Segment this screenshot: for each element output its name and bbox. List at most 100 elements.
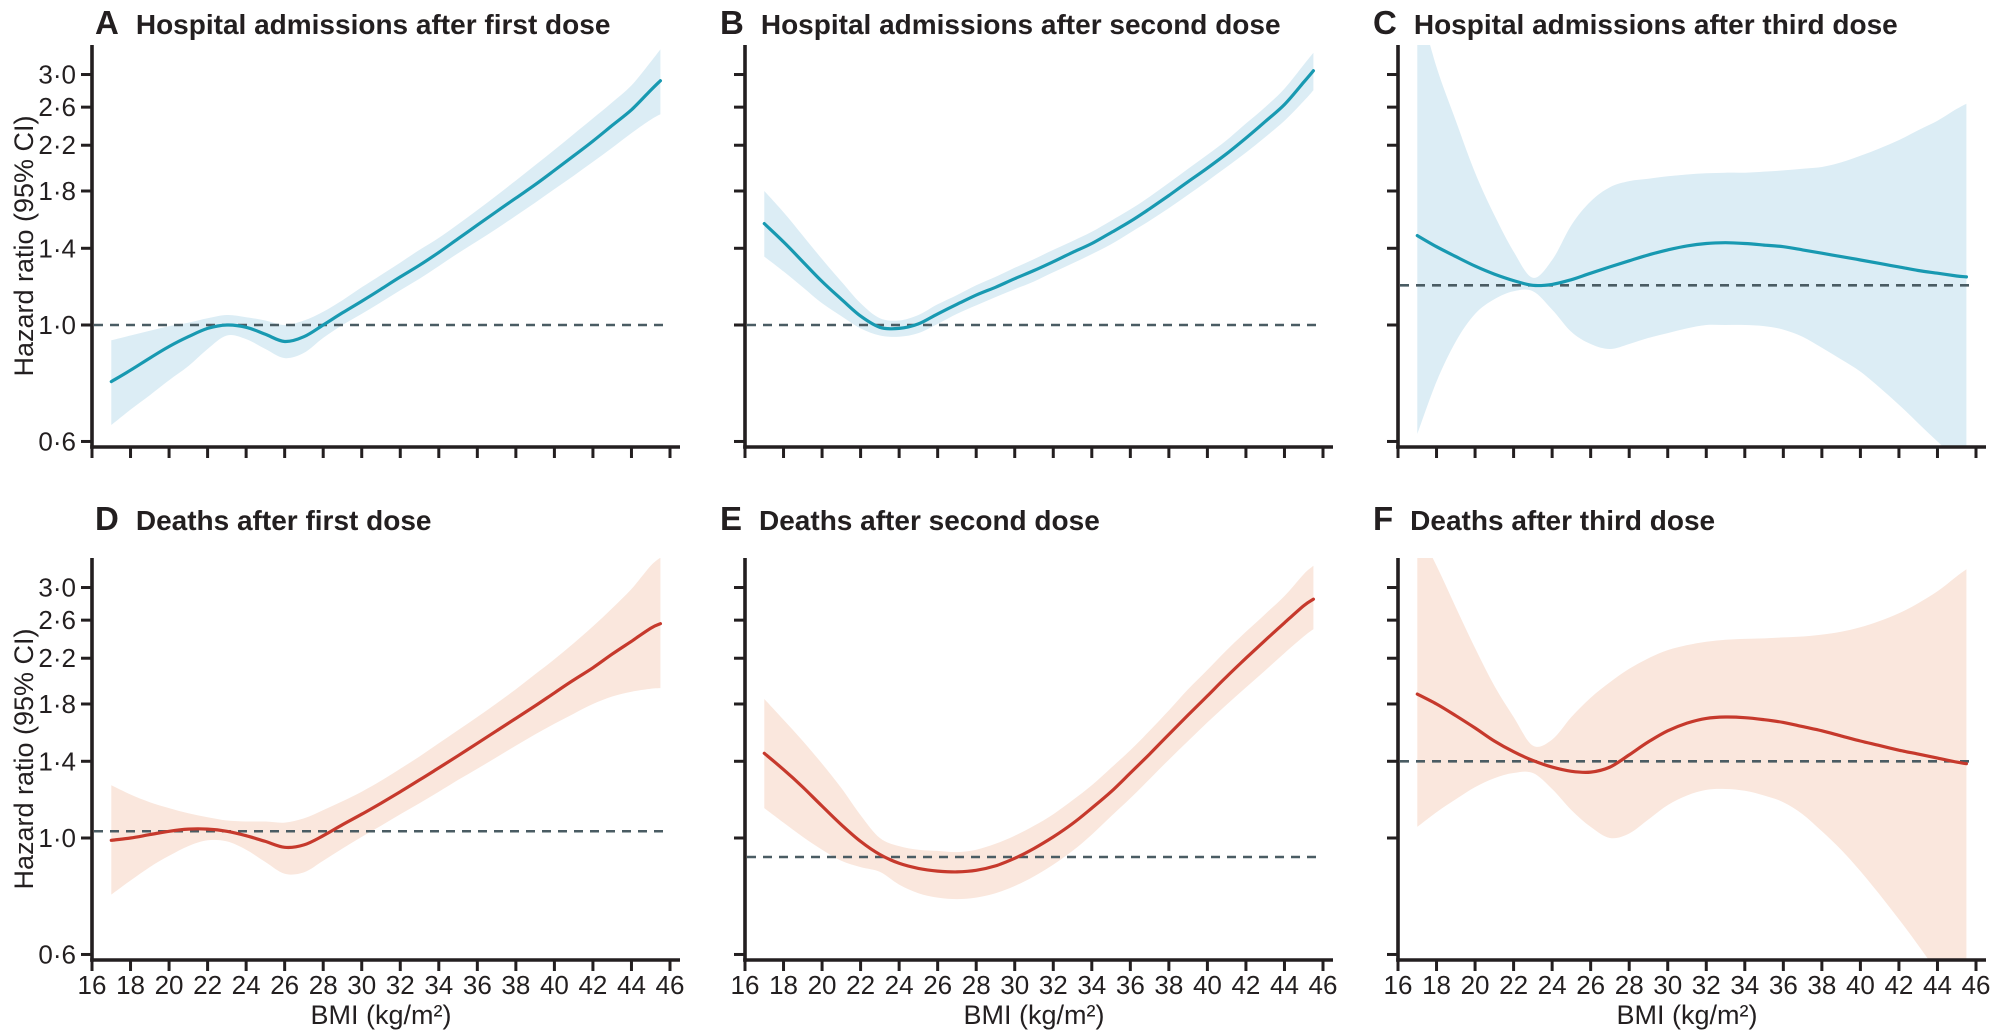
y-tick-label: 3·0 [38,573,76,603]
x-tick-label: 26 [1576,970,1605,1000]
x-tick-label: 36 [1769,970,1798,1000]
y-tick-label: 2·6 [38,92,76,122]
x-tick-label: 22 [1499,970,1528,1000]
x-axis-label-panel-f: BMI (kg/m²) [1616,1000,1758,1030]
x-tick-label: 32 [1039,970,1068,1000]
x-tick-label: 34 [1077,970,1106,1000]
x-tick-label: 32 [1692,970,1721,1000]
panel-d-ci-band [111,558,661,895]
panel-c-title: C Hospital admissions after third dose [1373,4,1898,42]
panel-f-ci-band [1417,558,1967,960]
panel-f-letter: F [1373,500,1394,537]
x-tick-label: 44 [1923,970,1952,1000]
x-tick-label: 26 [923,970,952,1000]
x-tick-label: 20 [808,970,837,1000]
x-tick-label: 38 [1807,970,1836,1000]
panel-f-title: F Deaths after third dose [1373,500,1715,538]
x-tick-label: 16 [731,970,760,1000]
panel-e-ci-band [764,565,1314,900]
x-tick-label: 34 [424,970,453,1000]
panel-e-curve [762,597,1315,874]
panel-b-letter: B [720,4,744,41]
y-tick-label: 2·2 [38,130,76,160]
y-tick-label: 2·2 [38,643,76,673]
x-tick-label: 30 [1000,970,1029,1000]
x-tick-label: 28 [309,970,338,1000]
y-tick-label: 1·4 [38,746,76,776]
panel-e-plot: 16 18 20 22 24 26 28 30 32 34 36 38 40 42 44 46 [731,558,1338,1000]
panel-d-heading: Deaths after first dose [135,505,432,536]
panel-b-plot [734,45,1333,458]
x-tick-label: 30 [1653,970,1682,1000]
x-tick-label: 24 [1538,970,1567,1000]
panel-e-letter: E [720,500,743,537]
panel-b-heading: Hospital admissions after second dose [760,9,1281,40]
x-tick-label: 32 [386,970,415,1000]
panel-c-heading: Hospital admissions after third dose [1413,9,1898,40]
x-tick-label: 28 [1615,970,1644,1000]
panel-f-heading: Deaths after third dose [1410,505,1716,536]
panel-c-curve [1415,234,1968,288]
x-tick-label: 44 [617,970,646,1000]
y-tick-label: 0·6 [38,939,76,969]
x-tick-label: 24 [885,970,914,1000]
panel-d-curve [109,622,662,850]
x-tick-label: 40 [540,970,569,1000]
x-tick-label: 46 [656,970,685,1000]
y-tick-label: 3·0 [38,60,76,90]
panel-f-plot: 16 18 20 22 24 26 28 30 32 34 36 38 40 42 44 46 [1384,558,1991,1000]
x-tick-label: 16 [78,970,107,1000]
y-tick-label: 1·4 [38,233,76,263]
x-tick-label: 16 [1384,970,1413,1000]
x-tick-label: 40 [1193,970,1222,1000]
x-tick-label: 38 [501,970,530,1000]
x-tick-label: 42 [578,970,607,1000]
x-tick-label: 46 [1962,970,1991,1000]
x-tick-label: 34 [1730,970,1759,1000]
y-tick-label: 1·0 [38,823,76,853]
x-tick-label: 24 [232,970,261,1000]
panel-e-heading: Deaths after second dose [759,505,1100,536]
panel-a-title: A Hospital admissions after first dose [95,4,610,42]
panel-d-title: D Deaths after first dose [95,500,431,538]
x-tick-label: 18 [1422,970,1451,1000]
panel-e-title: E Deaths after second dose [720,500,1100,538]
panel-a-heading: Hospital admissions after first dose [135,9,611,40]
panel-c-letter: C [1373,4,1397,41]
panel-a-plot: 3·02·6 2·2 1·8 1·4 1·0 0·6 [38,45,680,458]
panel-d-plot: 3·02·6 2·2 1·8 1·4 1·0 0·616 18 20 22 24 26 28 30 32 3… [38,558,684,1000]
x-axis-label-panel-d: BMI (kg/m²) [310,1000,452,1030]
panel-b-title: B Hospital admissions after second dose [720,4,1281,42]
panel-c-ci-band [1417,45,1967,447]
x-tick-label: 42 [1884,970,1913,1000]
panel-a-letter: A [95,4,119,41]
y-tick-label: 0·6 [38,426,76,456]
x-tick-label: 20 [1461,970,1490,1000]
panel-b-ci-band [764,52,1314,337]
panel-d-letter: D [95,500,119,537]
panel-b-curve [762,69,1315,331]
y-axis-label-top-row: Hazard ratio (95% CI) [9,115,39,377]
x-tick-label: 40 [1846,970,1875,1000]
x-tick-label: 22 [846,970,875,1000]
x-tick-label: 28 [962,970,991,1000]
x-tick-label: 36 [463,970,492,1000]
x-tick-label: 20 [155,970,184,1000]
x-tick-label: 30 [347,970,376,1000]
x-tick-label: 46 [1309,970,1338,1000]
x-tick-label: 22 [193,970,222,1000]
y-tick-label: 1·8 [38,689,76,719]
x-tick-label: 26 [270,970,299,1000]
x-tick-label: 42 [1231,970,1260,1000]
y-axis-label-bottom-row: Hazard ratio (95% CI) [9,628,39,890]
x-tick-label: 18 [769,970,798,1000]
panel-a-ci-band [111,49,661,426]
x-tick-label: 44 [1270,970,1299,1000]
panel-f-curve [1415,692,1968,774]
x-tick-label: 38 [1154,970,1183,1000]
panel-c-plot [1387,45,1986,458]
x-tick-label: 18 [116,970,145,1000]
x-axis-label-panel-e: BMI (kg/m²) [963,1000,1105,1030]
